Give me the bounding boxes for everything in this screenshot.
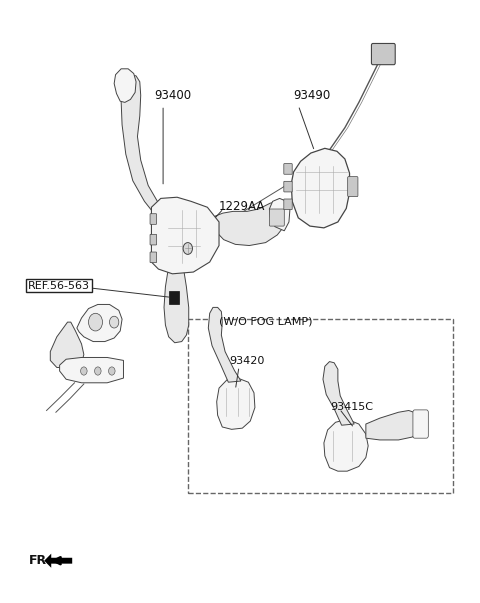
FancyBboxPatch shape	[269, 209, 284, 226]
Polygon shape	[164, 272, 189, 343]
Polygon shape	[323, 362, 354, 425]
FancyBboxPatch shape	[284, 199, 292, 210]
Text: 93420: 93420	[230, 356, 265, 366]
Text: REF.56-563: REF.56-563	[28, 280, 90, 291]
FancyBboxPatch shape	[150, 252, 156, 263]
Polygon shape	[324, 419, 368, 471]
Circle shape	[95, 367, 101, 375]
Polygon shape	[44, 554, 72, 568]
Polygon shape	[151, 197, 219, 274]
FancyBboxPatch shape	[413, 410, 428, 438]
FancyBboxPatch shape	[348, 177, 358, 197]
Polygon shape	[208, 308, 241, 382]
Text: 93415C: 93415C	[330, 402, 373, 412]
Polygon shape	[121, 75, 166, 213]
Polygon shape	[269, 198, 290, 231]
Circle shape	[183, 242, 192, 254]
Text: 1229AA: 1229AA	[219, 200, 265, 213]
Text: 93400: 93400	[154, 89, 191, 103]
FancyBboxPatch shape	[150, 213, 156, 224]
Polygon shape	[60, 358, 123, 383]
Polygon shape	[114, 69, 136, 103]
Polygon shape	[216, 378, 255, 429]
Polygon shape	[77, 305, 122, 341]
Polygon shape	[50, 322, 84, 367]
Polygon shape	[366, 411, 421, 440]
FancyBboxPatch shape	[284, 163, 292, 174]
Circle shape	[108, 367, 115, 375]
FancyBboxPatch shape	[372, 43, 395, 65]
Text: FR.: FR.	[29, 554, 52, 567]
Circle shape	[109, 316, 119, 328]
Circle shape	[88, 314, 103, 331]
FancyBboxPatch shape	[168, 291, 179, 305]
FancyBboxPatch shape	[284, 182, 292, 192]
FancyBboxPatch shape	[150, 235, 156, 245]
Text: (W/O FOG LAMP): (W/O FOG LAMP)	[219, 316, 312, 326]
Circle shape	[81, 367, 87, 375]
Text: 93490: 93490	[294, 89, 331, 103]
Polygon shape	[291, 148, 349, 228]
Polygon shape	[216, 201, 289, 245]
